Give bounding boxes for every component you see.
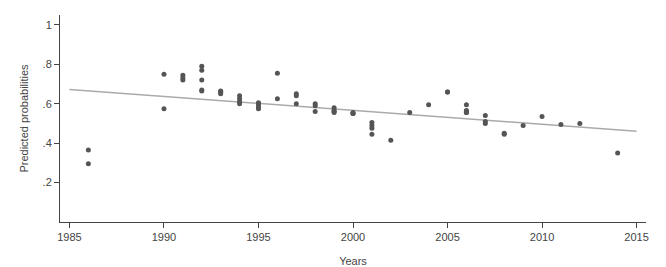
svg-text:2010: 2010 [530, 231, 554, 243]
svg-text:2000: 2000 [341, 231, 365, 243]
svg-text:Predicted probabilities: Predicted probabilities [18, 64, 30, 173]
svg-text:Years: Years [339, 255, 367, 267]
svg-text:1985: 1985 [57, 231, 81, 243]
svg-text:.2: .2 [43, 176, 52, 188]
svg-text:.6: .6 [43, 98, 52, 110]
svg-text:2015: 2015 [624, 231, 648, 243]
svg-text:.4: .4 [43, 137, 52, 149]
svg-text:1995: 1995 [246, 231, 270, 243]
svg-text:2005: 2005 [435, 231, 459, 243]
svg-text:1: 1 [46, 19, 52, 31]
svg-text:1990: 1990 [152, 231, 176, 243]
svg-text:.8: .8 [43, 58, 52, 70]
